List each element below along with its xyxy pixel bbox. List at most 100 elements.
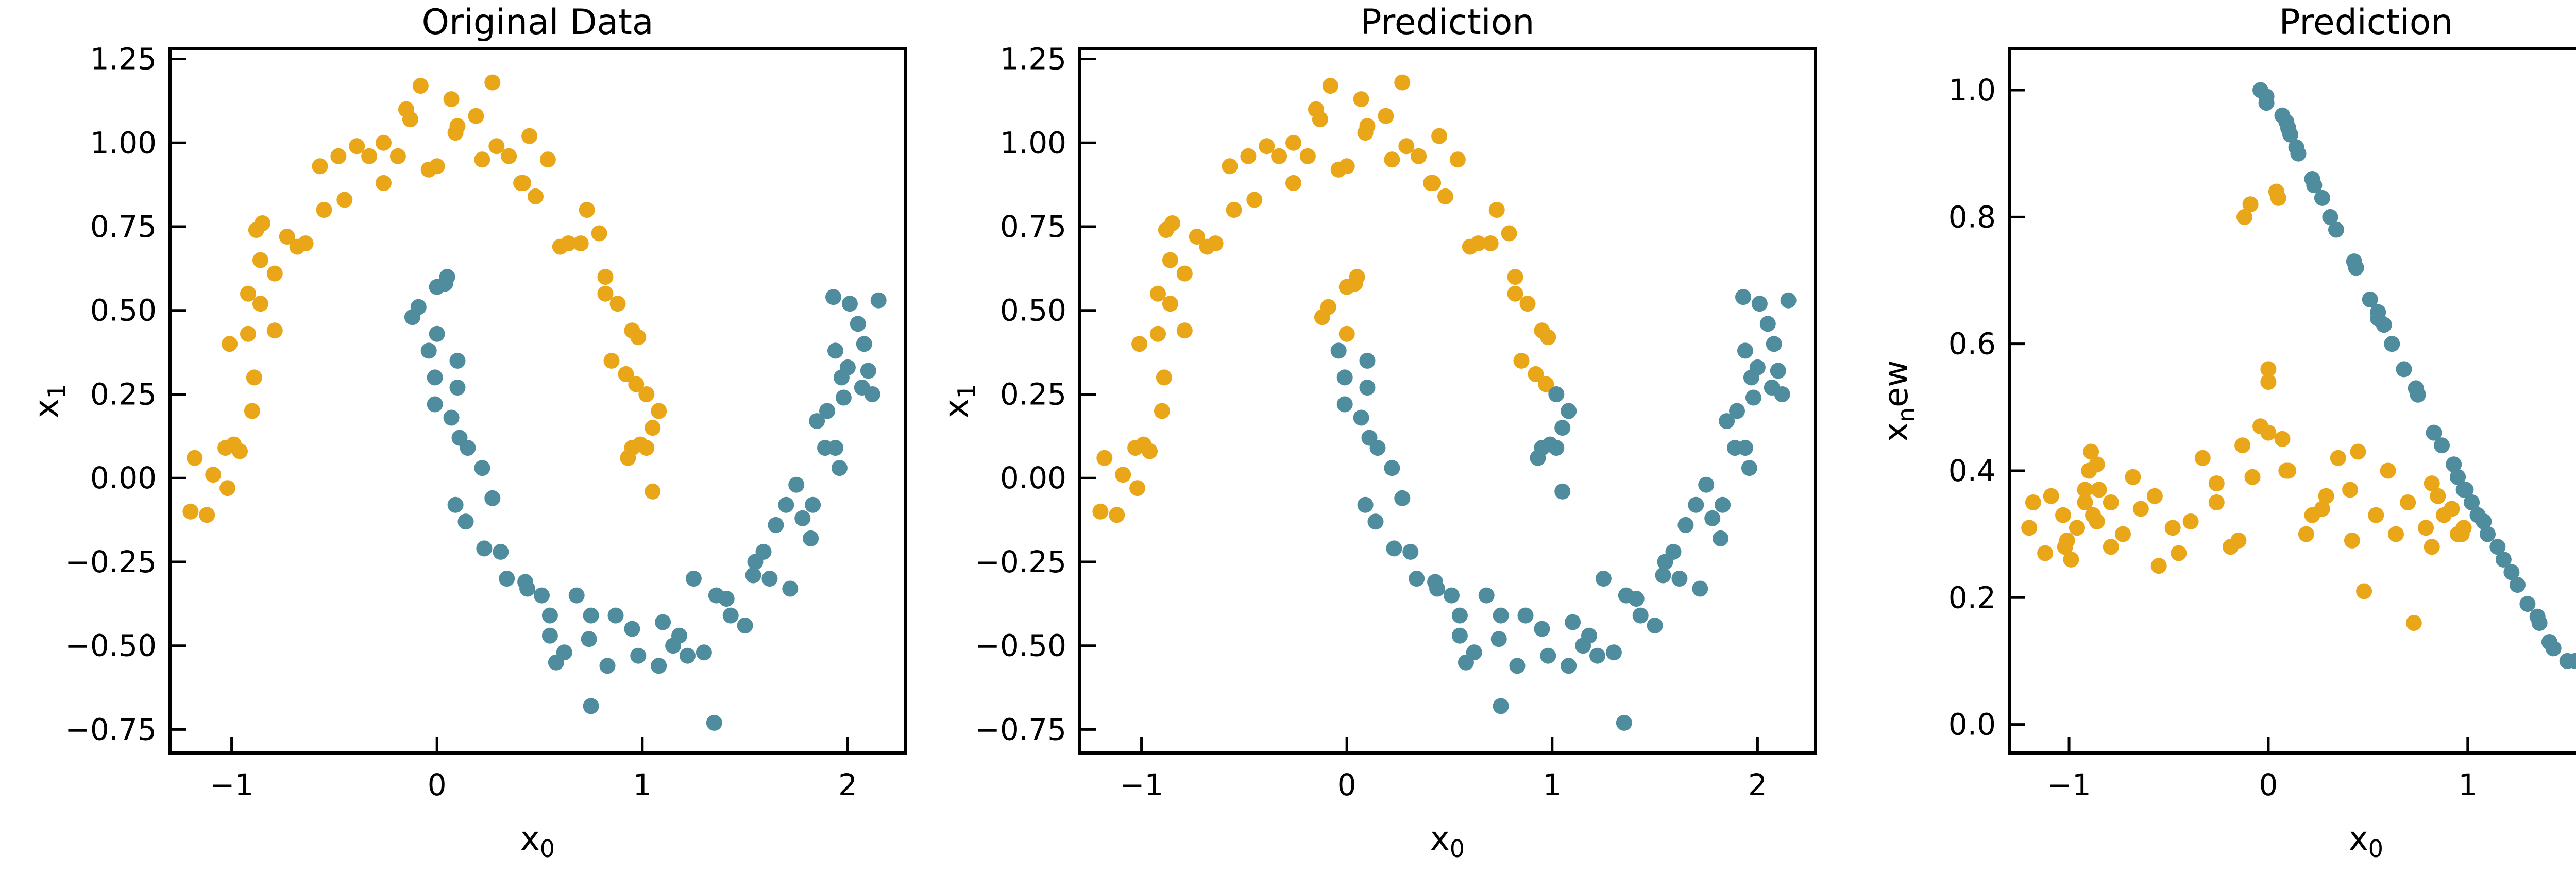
scatter-point-class-1-teal: [1336, 369, 1353, 386]
scatter-point-class-0-orange: [1437, 188, 1453, 204]
scatter-point-class-1-teal: [1677, 517, 1694, 533]
scatter-point-class-1-teal: [429, 325, 445, 342]
scatter-point-class-0-orange: [376, 175, 392, 191]
scatter-point-class-1-teal: [1692, 580, 1708, 597]
scatter-point-class-0-orange: [2025, 494, 2041, 510]
y-tick-label: 1.00: [1000, 125, 1066, 160]
scatter-point-class-0-orange: [2081, 462, 2097, 479]
y-tick-label: −0.25: [975, 544, 1066, 579]
scatter-point-class-1-teal: [1770, 363, 1786, 379]
scatter-point-class-0-orange: [2400, 494, 2416, 510]
scatter-point-class-1-teal: [2288, 139, 2304, 156]
scatter-point-class-0-orange: [1271, 148, 1287, 164]
scatter-point-class-0-orange: [1285, 134, 1301, 151]
scatter-point-class-0-orange: [1142, 443, 1158, 459]
scatter-point-class-1-teal: [839, 359, 856, 375]
scatter-point-class-0-orange: [1246, 192, 1263, 208]
scatter-point-class-1-teal: [548, 654, 564, 671]
x-tick-label: 2: [1748, 767, 1767, 802]
scatter-point-class-1-teal: [2376, 317, 2392, 333]
scatter-point-class-1-teal: [541, 607, 558, 624]
scatter-point-class-0-orange: [2342, 482, 2359, 498]
scatter-point-class-0-orange: [1538, 376, 1554, 392]
scatter-point-class-1-teal: [819, 403, 835, 419]
scatter-point-class-0-orange: [2103, 539, 2119, 555]
scatter-point-class-0-orange: [1338, 325, 1355, 342]
axes-frame: [2008, 47, 2576, 755]
scatter-point-class-0-orange: [316, 202, 332, 218]
scatter-point-class-0-orange: [1482, 235, 1499, 252]
scatter-point-class-1-teal: [499, 571, 515, 587]
scatter-point-class-0-orange: [2182, 513, 2199, 529]
scatter-point-class-0-orange: [2057, 539, 2073, 555]
scatter-point-class-1-teal: [2252, 82, 2268, 98]
scatter-point-class-1-teal: [460, 440, 476, 456]
scatter-point-class-1-teal: [1330, 342, 1347, 359]
scatter-point-class-1-teal: [2446, 456, 2462, 473]
scatter-point-class-0-orange: [297, 235, 314, 252]
y-tick-label: 1.0: [1948, 73, 1996, 108]
scatter-point-class-0-orange: [2063, 551, 2079, 568]
scatter-point-class-0-orange: [1299, 148, 1316, 164]
scatter-point-class-1-teal: [2410, 386, 2426, 403]
scatter-point-class-0-orange: [376, 134, 392, 151]
scatter-point-class-0-orange: [2368, 507, 2384, 523]
scatter-point-class-1-teal: [805, 496, 821, 513]
y-tick-label: 1.25: [1000, 42, 1066, 77]
scatter-point-class-1-teal: [404, 309, 420, 325]
scatter-point-class-1-teal: [493, 543, 509, 560]
scatter-point-class-0-orange: [501, 148, 517, 164]
scatter-point-class-0-orange: [2230, 532, 2247, 549]
scatter-point-class-0-orange: [2453, 526, 2470, 542]
scatter-point-class-0-orange: [528, 188, 544, 204]
scatter-point-class-0-orange: [244, 403, 260, 419]
scatter-point-class-1-teal: [2370, 304, 2386, 320]
scatter-point-class-1-teal: [1749, 359, 1766, 375]
scatter-point-class-1-teal: [2362, 292, 2378, 307]
y-tick-label: 0.25: [1000, 376, 1066, 412]
scatter-point-class-1-teal: [1628, 591, 1645, 607]
scatter-point-class-0-orange: [1501, 225, 1517, 242]
scatter-point-class-0-orange: [443, 91, 460, 108]
scatter-point-class-1-teal: [1565, 614, 1581, 630]
scatter-point-class-1-teal: [541, 627, 558, 644]
y-tick-label: 0.8: [1948, 199, 1996, 234]
scatter-point-class-1-teal: [2480, 526, 2496, 542]
scatter-point-class-1-teal: [568, 587, 585, 604]
scatter-point-class-1-teal: [1367, 513, 1384, 530]
scatter-point-class-0-orange: [2115, 526, 2131, 542]
scatter-point-class-0-orange: [312, 158, 328, 175]
scatter-point-class-0-orange: [1449, 151, 1466, 168]
x-tick-label: −1: [1120, 767, 1164, 802]
scatter-point-class-0-orange: [1353, 91, 1369, 108]
scatter-point-class-0-orange: [2234, 437, 2251, 454]
plot-title: Original Data: [421, 2, 653, 43]
scatter-point-class-1-teal: [841, 296, 858, 312]
scatter-point-class-1-teal: [2450, 469, 2466, 485]
scatter-point-class-1-teal: [1561, 658, 1577, 674]
scatter-point-class-1-teal: [476, 540, 493, 557]
y-tick-label: 0.75: [1000, 209, 1066, 244]
scatter-point-class-1-teal: [2476, 513, 2492, 529]
scatter-point-class-1-teal: [1554, 483, 1571, 500]
scatter-point-class-0-orange: [2021, 520, 2038, 536]
y-tick-label: 0.2: [1948, 580, 1996, 615]
scatter-point-class-0-orange: [591, 225, 607, 242]
scatter-point-class-0-orange: [2208, 494, 2225, 510]
scatter-point-class-1-teal: [2503, 564, 2520, 580]
y-tick-label: 1.00: [90, 125, 157, 160]
y-tick-label: 0.75: [90, 209, 157, 244]
scatter-point-class-1-teal: [2258, 95, 2275, 111]
x-tick-label: 0: [1337, 767, 1357, 802]
scatter-point-class-0-orange: [398, 101, 414, 117]
scatter-point-class-0-orange: [1322, 78, 1338, 94]
scatter-point-class-1-teal: [1534, 621, 1550, 637]
scatter-point-class-1-teal: [835, 389, 852, 406]
scatter-point-class-0-orange: [1349, 269, 1365, 285]
scatter-point-class-0-orange: [1109, 507, 1125, 523]
scatter-series-prediction-xnew: [2021, 82, 2576, 669]
x-axis-label: x0: [2349, 820, 2383, 863]
x-tick-label: 0: [2259, 767, 2278, 802]
scatter-point-class-1-teal: [1688, 496, 1704, 513]
